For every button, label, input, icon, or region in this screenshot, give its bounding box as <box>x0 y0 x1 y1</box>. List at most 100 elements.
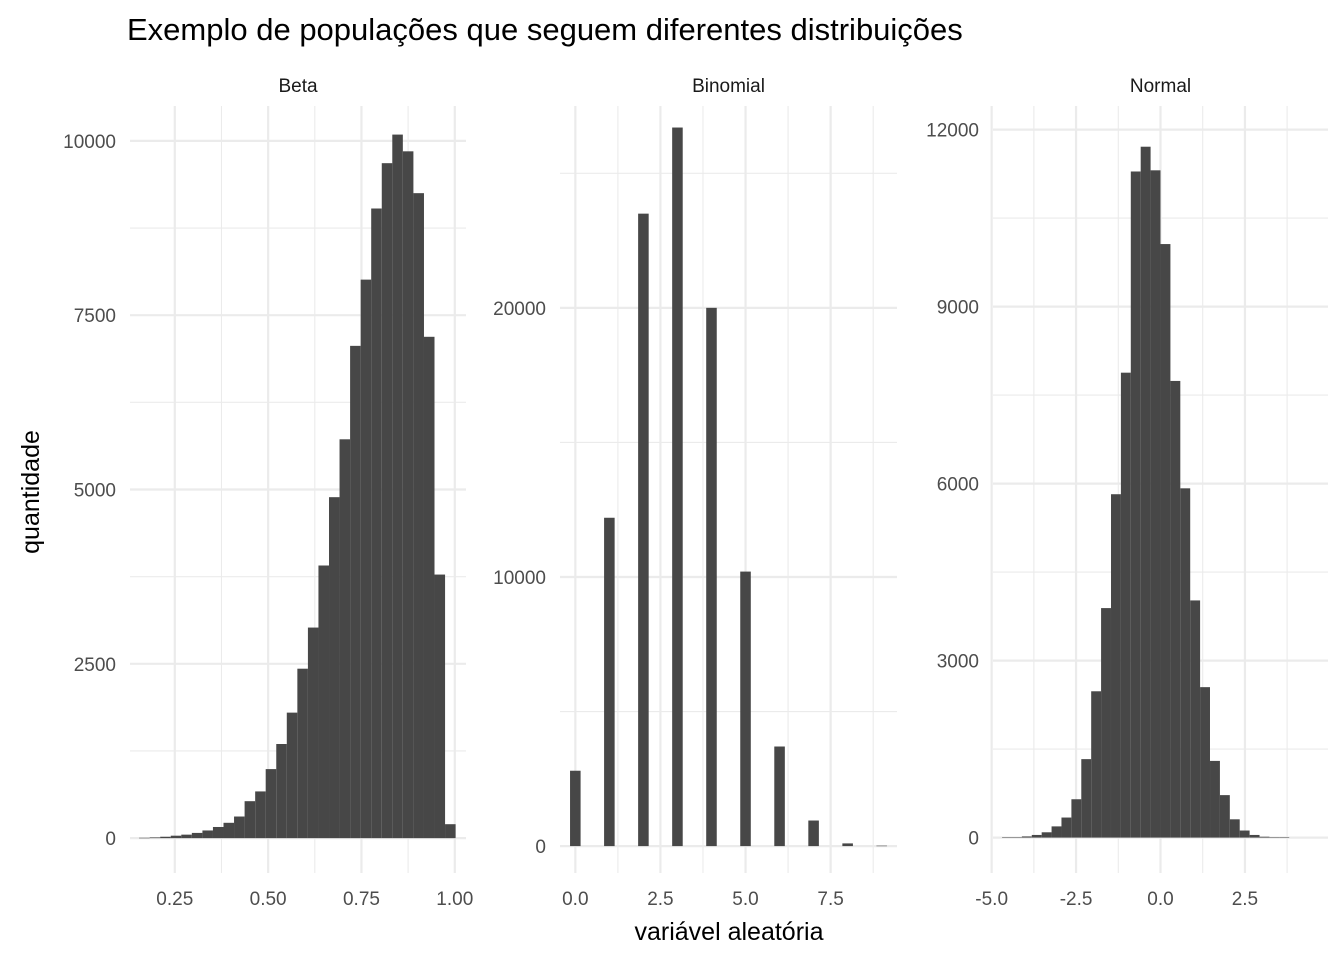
histogram-bar <box>255 791 266 839</box>
x-tick-label: 0.50 <box>250 889 287 910</box>
histogram-bar <box>339 439 351 839</box>
histogram-bar <box>1091 691 1102 838</box>
histogram-bar <box>570 770 581 847</box>
histogram-bar <box>181 834 192 839</box>
histogram-bar <box>1021 836 1032 838</box>
x-tick-label: 5.0 <box>732 889 758 910</box>
y-tick-label: 9000 <box>937 298 979 319</box>
histogram-bar <box>1219 795 1230 838</box>
histogram-bar <box>1140 146 1151 838</box>
y-tick-label: 6000 <box>937 475 979 496</box>
histogram-bar <box>876 845 887 847</box>
histogram-bar <box>1002 837 1012 838</box>
histogram-bar <box>202 830 213 839</box>
histogram-bar <box>170 835 182 839</box>
histogram-bar <box>774 746 785 847</box>
histogram-bar <box>423 336 435 839</box>
y-tick-label: 10000 <box>63 132 116 153</box>
x-tick-label: 2.5 <box>647 889 673 910</box>
histogram-bar <box>1031 834 1042 838</box>
x-tick-label: -2.5 <box>1060 889 1093 910</box>
histogram-bar <box>413 193 424 839</box>
y-tick-label: 12000 <box>926 121 979 142</box>
histogram-bar <box>149 837 161 839</box>
histogram-bar <box>1210 760 1220 838</box>
histogram-bar <box>604 517 615 847</box>
histogram-bar <box>808 820 819 847</box>
histogram-bar <box>1259 836 1270 838</box>
y-axis-title: quantidade <box>17 430 45 554</box>
histogram-bar <box>1061 817 1072 838</box>
x-tick-label: -5.0 <box>975 889 1008 910</box>
histogram-bar <box>297 668 308 839</box>
histogram-bar <box>329 497 340 839</box>
y-tick-label: 10000 <box>493 568 546 589</box>
x-tick-label: 0.25 <box>156 889 193 910</box>
histogram-bar <box>672 127 683 847</box>
histogram-bar <box>1051 826 1062 838</box>
histogram-bar <box>244 801 256 839</box>
histogram-bar <box>307 627 319 839</box>
y-tick-label: 0 <box>968 829 979 850</box>
facet-strip-label: Normal <box>1130 76 1191 97</box>
histogram-bar <box>706 307 717 847</box>
x-tick-label: 7.5 <box>817 889 843 910</box>
histogram-bar <box>1170 380 1181 838</box>
panel-normal: Normal 0 3000 6000 9000 12000 -5.0 -2.5 0.0 2.5 <box>926 76 1328 910</box>
histogram-bar <box>1101 608 1111 838</box>
histogram-bar <box>1130 171 1141 838</box>
histogram-bar <box>1190 600 1201 838</box>
facet-strip-label: Beta <box>278 76 318 97</box>
histogram-bar <box>381 163 393 839</box>
histogram-bar <box>212 826 224 839</box>
x-tick-label: 0.75 <box>343 889 380 910</box>
histogram-bar <box>371 208 382 839</box>
histogram-bar <box>1111 494 1121 838</box>
histogram-bar <box>1150 170 1161 838</box>
y-tick-label: 5000 <box>74 481 116 502</box>
x-tick-label: 0.0 <box>1147 889 1173 910</box>
facet-strip-label: Binomial <box>692 76 765 97</box>
panel-beta: Beta 0 2500 5000 7500 10000 0.25 0.50 0.75 1.00 <box>63 76 473 910</box>
histogram-bar <box>360 279 372 839</box>
histogram-bar <box>276 744 287 839</box>
y-tick-label: 0 <box>105 829 116 850</box>
histogram-bar <box>234 816 245 839</box>
panel-binomial: Binomial 0 10000 20000 0.0 2.5 5.0 7.5 <box>493 76 897 910</box>
histogram-bar <box>191 832 203 839</box>
histogram-bar <box>265 769 277 839</box>
y-tick-label: 3000 <box>937 652 979 673</box>
x-tick-label: 2.5 <box>1232 889 1258 910</box>
histogram-bar <box>638 213 649 847</box>
histogram-bar <box>842 843 853 847</box>
histogram-bar <box>223 822 235 839</box>
x-tick-label: 0.0 <box>562 889 588 910</box>
y-tick-label: 7500 <box>74 306 116 327</box>
histogram-bar <box>1120 372 1131 838</box>
y-tick-label: 20000 <box>493 299 546 320</box>
histogram-bar <box>1041 832 1052 838</box>
histogram-bar <box>1160 244 1171 838</box>
x-tick-label: 1.00 <box>436 889 473 910</box>
histogram-bar <box>286 712 298 839</box>
y-tick-label: 2500 <box>74 655 116 676</box>
histogram-bar <box>1269 837 1280 838</box>
histogram-bar <box>402 151 414 839</box>
histogram-bar <box>350 345 361 839</box>
histogram-bar <box>1180 488 1191 838</box>
histogram-bar <box>1200 687 1210 838</box>
histogram-bar <box>434 574 446 839</box>
histogram-bar <box>445 824 456 839</box>
histogram-bar <box>1011 837 1022 838</box>
histogram-bar <box>1279 837 1290 838</box>
histogram-bar <box>1229 819 1240 838</box>
histogram-bar <box>1249 834 1260 838</box>
histogram-bar <box>318 565 329 839</box>
histogram-bar <box>1081 759 1092 838</box>
histogram-bar <box>1239 830 1250 838</box>
y-tick-label: 0 <box>535 837 546 858</box>
histogram-bar <box>392 134 403 839</box>
histogram-bar <box>160 836 171 839</box>
x-axis-title: variável aleatória <box>635 918 824 946</box>
